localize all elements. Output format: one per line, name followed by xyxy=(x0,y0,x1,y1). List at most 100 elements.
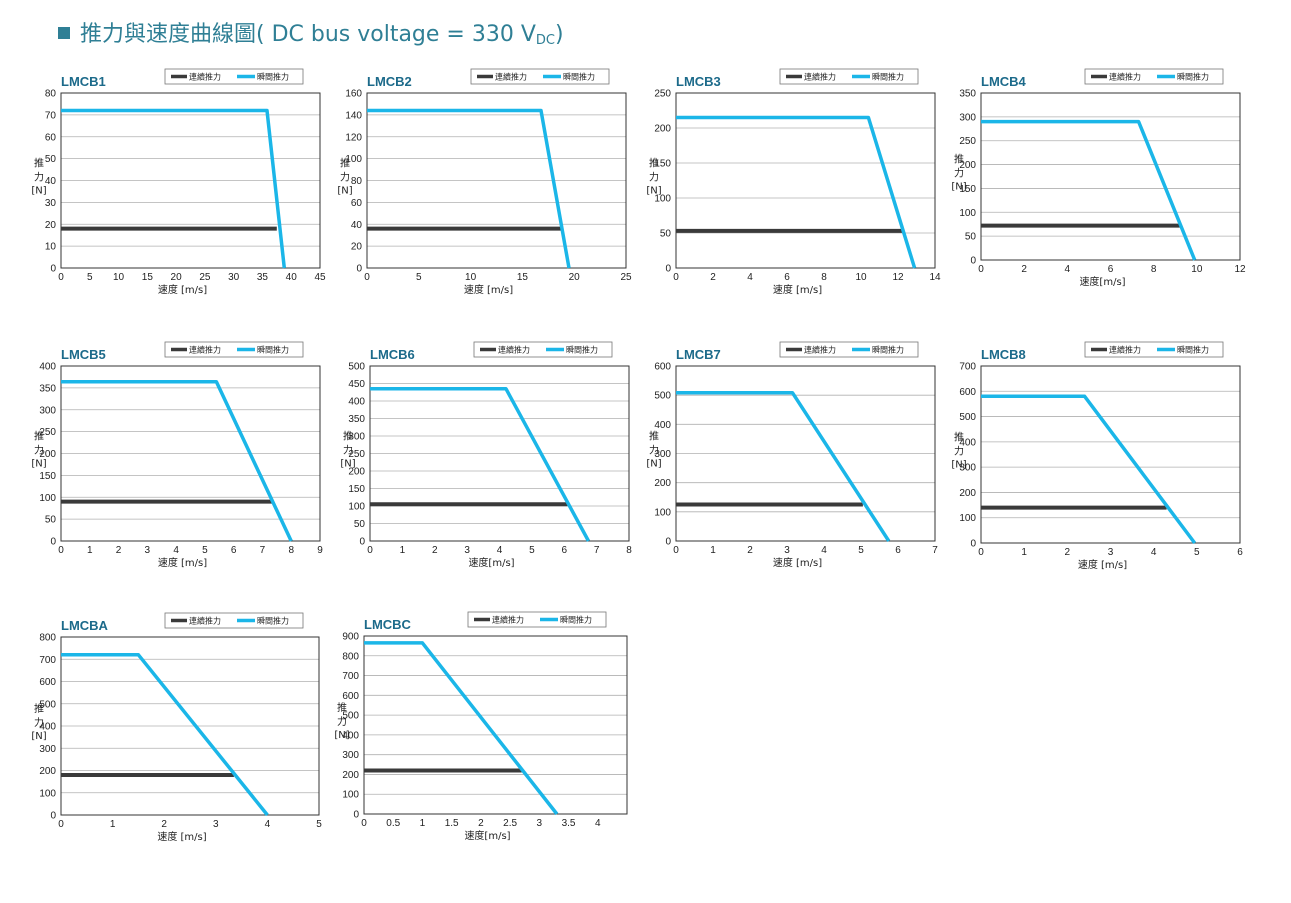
chart-lmcb4: LMCB4 0 50 100 150 200 250 300 350 0 2 4 6 8 10 12 速度[m/… xyxy=(951,68,1246,288)
y-axis-label: [N] xyxy=(951,460,966,471)
y-tick-label: 200 xyxy=(959,160,976,171)
legend-label: 連續推力 xyxy=(189,616,221,626)
x-tick-label: 5 xyxy=(858,545,864,556)
x-axis-label: 速度 [m/s] xyxy=(464,283,513,296)
legend-label: 瞬間推力 xyxy=(1177,72,1209,82)
x-tick-label: 6 xyxy=(784,272,790,283)
x-tick-label: 6 xyxy=(561,545,567,556)
y-tick-label: 600 xyxy=(39,677,56,688)
legend-box xyxy=(473,341,613,358)
x-tick-label: 10 xyxy=(113,272,125,283)
plot-frame xyxy=(675,92,936,269)
x-tick-label: 3 xyxy=(537,818,543,829)
x-tick-label: 7 xyxy=(932,545,938,556)
y-tick-label: 0 xyxy=(353,810,359,821)
x-tick-label: 14 xyxy=(929,272,941,283)
legend-label: 連續推力 xyxy=(1109,345,1141,355)
y-tick-label: 300 xyxy=(39,744,56,755)
x-tick-label: 35 xyxy=(257,272,269,283)
y-tick-label: 120 xyxy=(345,132,362,143)
x-axis-label: 速度[m/s] xyxy=(468,556,514,569)
x-tick-label: 8 xyxy=(288,545,294,556)
y-tick-label: 350 xyxy=(39,383,56,394)
y-tick-label: 70 xyxy=(45,110,57,121)
series-peak-force xyxy=(981,119,1197,261)
y-axis-label: [N] xyxy=(337,186,352,197)
y-tick-label: 500 xyxy=(342,711,359,722)
y-tick-label: 0 xyxy=(50,264,56,275)
legend-box xyxy=(164,68,304,85)
x-tick-label: 0 xyxy=(361,818,367,829)
series-peak-force xyxy=(981,394,1197,545)
x-tick-label: 3 xyxy=(784,545,790,556)
y-axis-label: [N] xyxy=(646,186,661,197)
x-tick-label: 5 xyxy=(416,272,422,283)
x-axis-label: 速度 [m/s] xyxy=(157,830,206,843)
legend-label: 瞬間推力 xyxy=(560,615,592,625)
y-axis-label: 力 xyxy=(34,716,44,729)
legend-label: 連續推力 xyxy=(804,72,836,82)
y-tick-label: 100 xyxy=(342,790,359,801)
y-tick-label: 200 xyxy=(654,124,671,135)
legend-label: 連續推力 xyxy=(189,72,221,82)
chart-title: LMCBC xyxy=(364,617,412,632)
x-tick-label: 1.5 xyxy=(445,818,459,829)
x-tick-label: 7 xyxy=(260,545,266,556)
x-tick-label: 5 xyxy=(529,545,535,556)
y-tick-label: 300 xyxy=(959,463,976,474)
x-tick-label: 4 xyxy=(747,272,753,283)
x-tick-label: 4 xyxy=(1065,264,1071,275)
y-tick-label: 150 xyxy=(39,471,56,482)
y-tick-label: 150 xyxy=(959,184,976,195)
chart-title: LMCBA xyxy=(61,618,109,633)
series-peak-force xyxy=(364,641,559,816)
y-tick-label: 600 xyxy=(654,362,671,373)
y-tick-label: 0 xyxy=(359,537,365,548)
y-axis-label: [N] xyxy=(31,731,46,742)
y-tick-label: 150 xyxy=(348,484,365,495)
y-tick-label: 0 xyxy=(970,539,976,550)
x-tick-label: 3.5 xyxy=(562,818,576,829)
x-tick-label: 30 xyxy=(228,272,240,283)
legend-label: 連續推力 xyxy=(492,615,524,625)
y-tick-label: 250 xyxy=(39,427,56,438)
legend-label: 瞬間推力 xyxy=(872,345,904,355)
y-axis-label: 力 xyxy=(649,171,659,184)
y-tick-label: 400 xyxy=(959,437,976,448)
y-tick-label: 400 xyxy=(342,730,359,741)
x-tick-label: 3 xyxy=(145,545,151,556)
x-tick-label: 0 xyxy=(978,264,984,275)
x-tick-label: 0 xyxy=(367,545,373,556)
chart-lmcb8: LMCB8 0 100 200 300 400 500 600 700 0 1 2 3 4 5 6 速度 [m/… xyxy=(951,341,1243,571)
plot-frame xyxy=(675,365,936,542)
y-tick-label: 500 xyxy=(654,391,671,402)
x-tick-label: 10 xyxy=(855,272,867,283)
legend-label: 連續推力 xyxy=(1109,72,1141,82)
x-tick-label: 12 xyxy=(892,272,904,283)
x-tick-label: 1 xyxy=(710,545,716,556)
y-tick-label: 50 xyxy=(660,229,672,240)
x-tick-label: 12 xyxy=(1234,264,1246,275)
x-tick-label: 8 xyxy=(1151,264,1157,275)
x-axis-label: 速度 [m/s] xyxy=(1078,558,1127,571)
y-tick-label: 700 xyxy=(39,655,56,666)
y-axis-label: 推 xyxy=(34,702,44,715)
y-tick-label: 40 xyxy=(351,220,363,231)
y-tick-label: 100 xyxy=(959,208,976,219)
chart-title: LMCB2 xyxy=(367,74,412,89)
plot-frame xyxy=(60,365,321,542)
x-tick-label: 0 xyxy=(58,819,64,830)
chart-lmcb5: LMCB5 0 50 100 150 200 250 300 350 400 0 1 2 3 4 5 6 7 8 9 速… xyxy=(31,341,323,569)
y-tick-label: 0 xyxy=(665,264,671,275)
x-tick-label: 0 xyxy=(58,272,64,283)
chart-title: LMCB7 xyxy=(676,347,721,362)
x-tick-label: 5 xyxy=(1194,547,1200,558)
y-axis-label: 推 xyxy=(954,431,964,444)
y-axis-label: [N] xyxy=(951,182,966,193)
legend-box xyxy=(779,341,919,358)
plot-frame xyxy=(980,365,1241,544)
x-tick-label: 2 xyxy=(710,272,716,283)
y-tick-label: 100 xyxy=(654,507,671,518)
y-tick-label: 300 xyxy=(342,750,359,761)
legend-label: 瞬間推力 xyxy=(257,616,289,626)
